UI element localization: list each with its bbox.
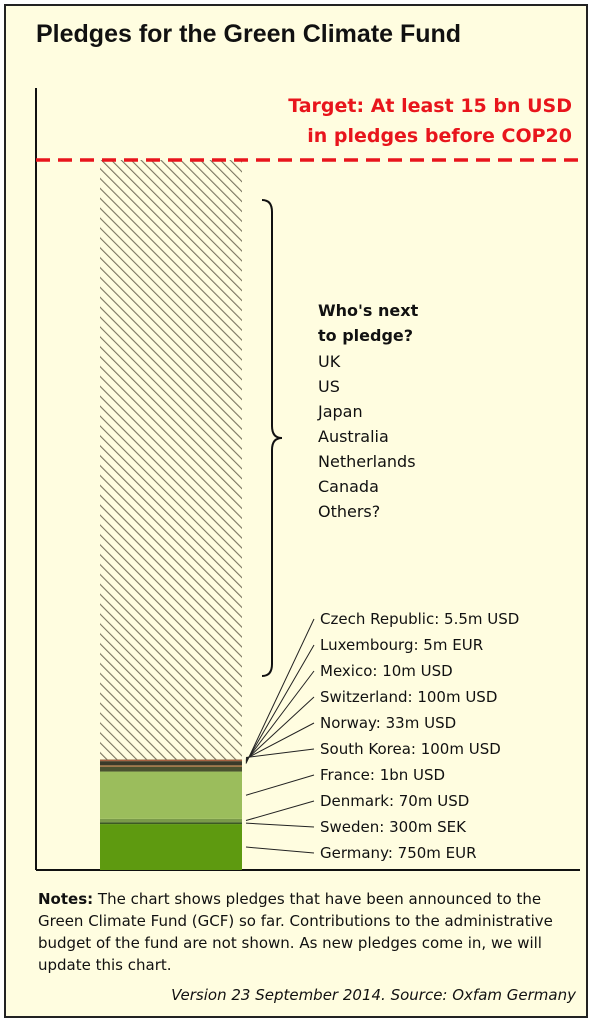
- bar-label: Mexico: 10m USD: [320, 662, 453, 680]
- leader-line: [245, 822, 315, 828]
- bar-segment: [100, 824, 242, 870]
- bar-segment: [100, 818, 242, 823]
- bar-label: Norway: 33m USD: [320, 714, 456, 732]
- leader-line: [245, 800, 315, 822]
- leader-line: [245, 644, 315, 763]
- chart-title: Pledges for the Green Climate Fund: [36, 20, 462, 48]
- bar-segment: [100, 760, 242, 766]
- bar-label: South Korea: 100m USD: [320, 740, 501, 758]
- bar-segment: [100, 822, 242, 825]
- notes-label: Notes:: [38, 890, 94, 908]
- leader-line: [245, 846, 315, 854]
- notes: Notes: The chart shows pledges that have…: [38, 888, 578, 976]
- next-list-item: Australia: [318, 427, 389, 446]
- leader-line: [245, 618, 315, 764]
- bar-segment: [100, 766, 242, 772]
- leader-line: [245, 722, 315, 760]
- bar-label: Denmark: 70m USD: [320, 792, 469, 810]
- version-source: Version 23 September 2014. Source: Oxfam…: [171, 986, 576, 1004]
- next-heading: Who's next: [318, 301, 419, 320]
- bar-segment: [100, 765, 242, 767]
- next-list-item: Japan: [317, 402, 363, 421]
- target-label: Target: At least 15 bn USD: [288, 95, 572, 117]
- leader-line: [245, 774, 315, 796]
- bar-label: Switzerland: 100m USD: [320, 688, 497, 706]
- notes-text: The chart shows pledges that have been a…: [38, 890, 553, 974]
- next-list-item: Netherlands: [318, 452, 416, 471]
- remaining-hatched-bar: [100, 160, 242, 760]
- leader-line: [245, 696, 315, 761]
- bar-segment: [100, 771, 242, 819]
- curly-brace: [261, 199, 283, 677]
- next-heading: to pledge?: [318, 326, 413, 345]
- bar-label: Czech Republic: 5.5m USD: [320, 610, 519, 628]
- bar-segment: [100, 759, 242, 761]
- target-label: in pledges before COP20: [307, 125, 572, 147]
- leader-line: [245, 748, 315, 758]
- next-list-item: UK: [318, 352, 341, 371]
- bar-label: Germany: 750m EUR: [320, 844, 477, 862]
- bar-label: Luxembourg: 5m EUR: [320, 636, 483, 654]
- bar-label: Sweden: 300m SEK: [320, 818, 467, 836]
- bar-label: France: 1bn USD: [320, 766, 445, 784]
- leader-line: [245, 670, 315, 762]
- next-list-item: Canada: [318, 477, 379, 496]
- next-list-item: Others?: [318, 502, 380, 521]
- next-list-item: US: [318, 377, 340, 396]
